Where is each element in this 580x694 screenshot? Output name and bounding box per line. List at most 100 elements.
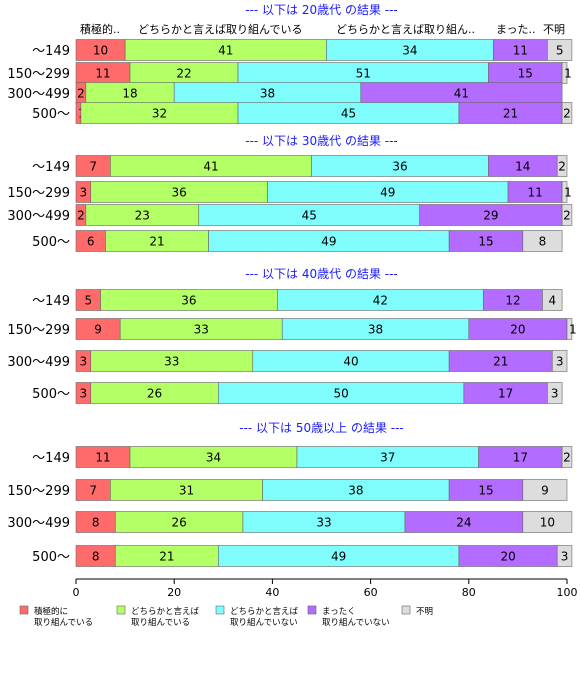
bar-segment (542, 289, 563, 311)
data-label: 17 (498, 387, 513, 401)
bar-segment (551, 350, 568, 372)
data-label: 14 (515, 160, 530, 174)
data-label: 1 (569, 323, 577, 337)
bar-segment (522, 479, 568, 501)
row-label: 150〜299 (7, 323, 70, 338)
data-label: 9 (541, 484, 549, 498)
data-label: 38 (260, 87, 275, 101)
data-label: 49 (321, 235, 336, 249)
row-label: 150〜299 (7, 186, 70, 201)
bar-segment (556, 155, 568, 177)
bar-segment (566, 318, 573, 340)
row-label: 300〜499 (7, 355, 70, 370)
data-label: 3 (561, 550, 569, 564)
x-tick-label: 20 (167, 586, 181, 599)
data-label: 8 (92, 550, 100, 564)
legend-swatch (215, 605, 225, 615)
column-header: 不明 (543, 23, 565, 36)
group-title: --- 以下は 30歳代 の結果 --- (245, 134, 398, 148)
data-label: 34 (402, 44, 417, 58)
data-label: 11 (513, 44, 528, 58)
legend-label: どちらかと言えば (131, 606, 200, 617)
data-label: 2 (558, 160, 566, 174)
row-label: 500〜 (32, 235, 70, 250)
row-label: 500〜 (32, 550, 70, 565)
legend-swatch (401, 605, 411, 615)
data-label: 2 (563, 209, 571, 223)
legend-label: 不明 (416, 607, 433, 617)
bar-segment (561, 181, 568, 203)
data-label: 18 (122, 87, 137, 101)
data-label: 36 (181, 294, 196, 308)
data-label: 11 (527, 186, 542, 200)
row-label: 〜149 (32, 160, 70, 175)
data-label: 51 (356, 67, 371, 81)
data-label: 41 (203, 160, 218, 174)
data-label: 3 (80, 387, 88, 401)
data-label: 1 (564, 67, 572, 81)
data-label: 3 (556, 355, 564, 369)
group-title: --- 以下は 20歳代 の結果 --- (245, 3, 398, 17)
group-title: --- 以下は 40歳代 の結果 --- (245, 267, 398, 281)
data-label: 9 (94, 323, 102, 337)
data-label: 36 (392, 160, 407, 174)
data-label: 24 (456, 516, 471, 530)
data-label: 33 (164, 355, 179, 369)
data-label: 37 (380, 451, 395, 465)
data-label: 34 (206, 451, 221, 465)
data-label: 8 (539, 235, 547, 249)
group-title: --- 以下は 50歳以上 の結果 --- (239, 421, 404, 435)
bar-segment (561, 62, 568, 84)
data-label: 3 (80, 355, 88, 369)
data-label: 5 (556, 44, 564, 58)
data-label: 49 (331, 550, 346, 564)
legend-swatch (19, 605, 29, 615)
data-label: 29 (483, 209, 498, 223)
data-label: 15 (518, 67, 533, 81)
bar-segment (561, 204, 573, 226)
row-label: 500〜 (32, 387, 70, 402)
data-label: 36 (171, 186, 186, 200)
data-label: 3 (80, 186, 88, 200)
data-label: 38 (348, 484, 363, 498)
data-label: 3 (551, 387, 559, 401)
legend-item: どちらかと言えば取り組んでいる (116, 605, 200, 628)
data-label: 38 (368, 323, 383, 337)
row-label: 150〜299 (7, 67, 70, 82)
row-label: 300〜499 (7, 87, 70, 102)
data-label: 2 (77, 209, 85, 223)
bar-group: --- 以下は 50歳以上 の結果 ---〜149 11 34 37 17 2150〜29… (7, 421, 573, 567)
row-label: 〜149 (32, 44, 70, 59)
data-label: 45 (341, 107, 356, 121)
data-label: 41 (218, 44, 233, 58)
data-label: 17 (513, 451, 528, 465)
legend-label: 取り組んでいない (230, 617, 298, 628)
data-label: 15 (478, 484, 493, 498)
data-label: 22 (176, 67, 191, 81)
data-label: 11 (95, 451, 110, 465)
row-label: 〜149 (32, 294, 70, 309)
data-label: 8 (92, 516, 100, 530)
data-label: 40 (343, 355, 358, 369)
legend-label: まったく (322, 607, 356, 617)
data-label: 6 (87, 235, 95, 249)
bar-group: --- 以下は 40歳代 の結果 --- 〜149 5 36 42 12 4 150〜299 9… (7, 267, 577, 404)
x-tick-label: 100 (557, 586, 578, 599)
data-label: 12 (505, 294, 520, 308)
legend-item: 不明 (401, 605, 433, 617)
data-label: 21 (493, 355, 508, 369)
data-label: 15 (478, 235, 493, 249)
data-label: 26 (171, 516, 186, 530)
row-label: 300〜499 (7, 209, 70, 224)
legend-label: 取り組んでいる (34, 617, 93, 628)
bar-group: --- 以下は 20歳代 の結果 ---〜149 10 41 34 11 5150〜299… (7, 3, 573, 124)
row-label: 500〜 (32, 107, 70, 122)
bar-segment (561, 446, 573, 468)
bar-segment (522, 230, 563, 252)
data-label: 21 (503, 107, 518, 121)
data-label: 7 (89, 484, 97, 498)
data-label: 21 (159, 550, 174, 564)
data-label: 49 (380, 186, 395, 200)
